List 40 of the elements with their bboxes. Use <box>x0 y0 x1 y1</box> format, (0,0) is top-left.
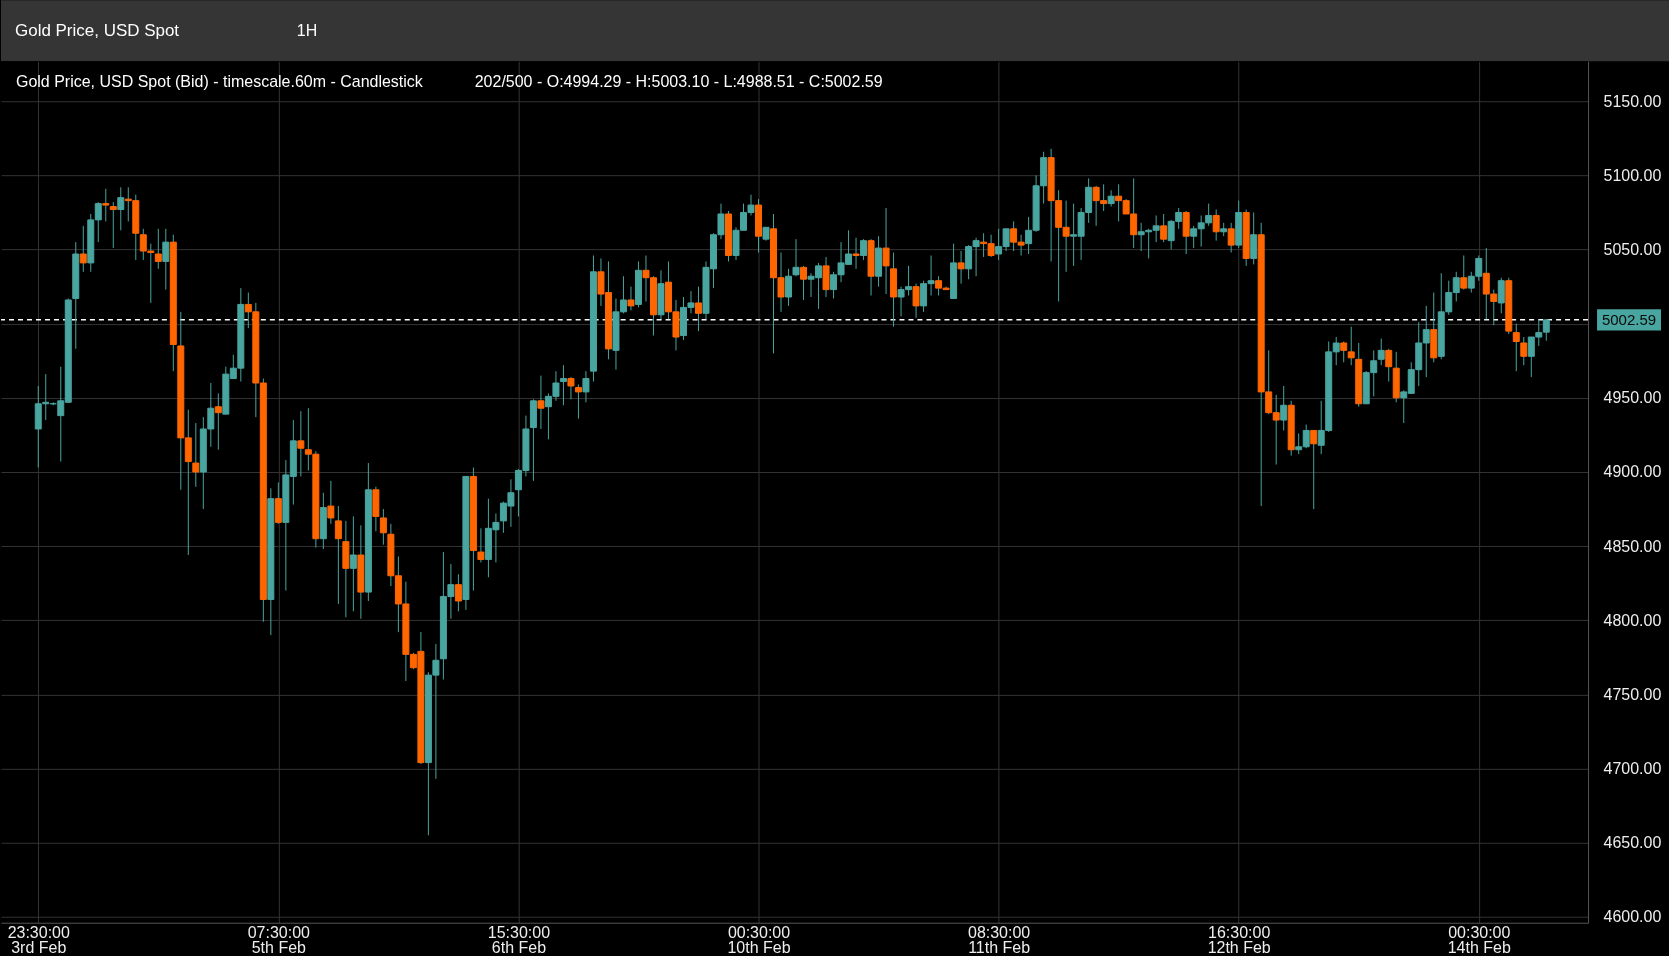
y-tick-label: 4750.00 <box>1603 685 1662 703</box>
candlestick <box>334 505 342 605</box>
candlestick <box>582 370 590 403</box>
candlestick <box>792 238 800 277</box>
candlestick <box>559 364 567 406</box>
text: Gold Price, USD Spot <box>14 21 180 41</box>
y-tick-label: 5150.00 <box>1603 92 1662 110</box>
candlestick <box>1347 326 1355 366</box>
candlestick <box>1107 189 1115 208</box>
y-tick-label: 4800.00 <box>1603 611 1662 629</box>
x-tick-label: 00:30:00 10th Feb <box>727 924 791 957</box>
candlestick <box>1280 385 1288 431</box>
y-tick-label: 4850.00 <box>1603 537 1662 555</box>
y-tick-label: 4950.00 <box>1603 389 1662 407</box>
y-tick-label: 4700.00 <box>1603 760 1662 778</box>
candlestick <box>1377 338 1385 366</box>
candlestick <box>379 508 387 546</box>
candlestick <box>1497 277 1505 314</box>
candlestick <box>117 186 125 231</box>
ref-line-label: 5002.59 <box>1601 310 1657 328</box>
y-tick-label: 4650.00 <box>1603 834 1662 852</box>
y-tick-label: 5100.00 <box>1603 166 1662 184</box>
x-tick-label: 07:30:00 5th Feb <box>247 924 311 957</box>
candlestick <box>785 268 793 307</box>
x-tick-label: 23:30:00 3rd Feb <box>7 924 70 957</box>
candlestick <box>860 238 868 261</box>
candlestick <box>1250 211 1258 265</box>
text: 1H <box>296 22 318 40</box>
x-tick-label: 15:30:00 6th Feb <box>487 924 551 957</box>
candlestick <box>349 515 357 612</box>
y-tick-label: 4600.00 <box>1603 908 1662 926</box>
x-tick-label: 00:30:00 14th Feb <box>1447 924 1511 957</box>
x-tick-label: 08:30:00 11th Feb <box>967 924 1031 957</box>
text: Gold Price, USD Spot (Bid) - timescale.60m - Candlestick <box>15 73 424 91</box>
y-tick-label: 4900.00 <box>1603 463 1662 481</box>
candlestick <box>1512 323 1520 372</box>
y-tick-label: 5050.00 <box>1603 241 1662 259</box>
annotation: 202/500 - O:4994.29 - H:5003.10 - L:4988.51 - C:5002.59 <box>474 73 883 91</box>
x-tick-label: 16:30:00 12th Feb <box>1207 924 1271 957</box>
candlestick <box>162 228 170 291</box>
